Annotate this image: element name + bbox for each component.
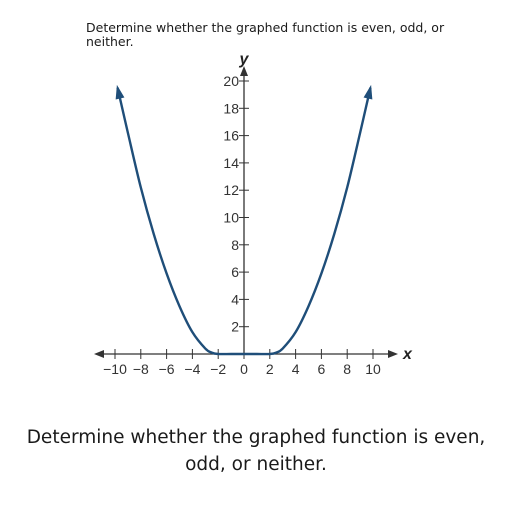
y-tick-label: 2 <box>231 319 239 335</box>
axes <box>94 66 398 358</box>
x-tick-label: 8 <box>343 361 351 377</box>
x-ticks: −10 −8 −6 −4 −2 0 2 4 6 8 10 <box>103 349 381 377</box>
question-text-bottom: Determine whether the graphed function i… <box>26 427 486 475</box>
x-tick-label: 4 <box>292 361 300 377</box>
curve-arrow-right <box>363 84 373 100</box>
x-tick-label: 2 <box>266 361 274 377</box>
y-tick-label: 16 <box>223 128 239 144</box>
y-tick-label: 10 <box>223 210 239 226</box>
series-line-0 <box>116 87 372 356</box>
y-ticks: 2 4 6 8 10 12 14 16 18 20 <box>223 73 249 335</box>
x-axis-arrow-right <box>388 350 398 358</box>
y-tick-label: 14 <box>223 155 239 171</box>
y-tick-label: 4 <box>231 291 239 307</box>
y-tick-label: 12 <box>223 182 239 198</box>
x-tick-label: −4 <box>184 361 200 377</box>
curve-layer <box>115 84 373 356</box>
y-tick-label: 8 <box>231 237 239 253</box>
y-tick-label: 20 <box>223 73 239 89</box>
y-axis-arrow <box>240 66 248 76</box>
x-tick-label: −10 <box>103 361 127 377</box>
function-graph: −10 −8 −6 −4 −2 0 2 4 6 8 10 2 4 6 8 10 12 14 16 18 20 x y <box>94 51 413 377</box>
y-axis-label: y <box>239 51 250 68</box>
x-tick-label: 6 <box>318 361 326 377</box>
x-tick-label: 0 <box>240 361 248 377</box>
x-tick-label: −2 <box>210 361 226 377</box>
y-tick-label: 18 <box>223 100 239 116</box>
x-tick-label: −6 <box>159 361 175 377</box>
x-tick-label: 10 <box>365 361 381 377</box>
question-text-top: Determine whether the graphed function i… <box>86 20 445 49</box>
x-tick-label: −8 <box>133 361 149 377</box>
y-tick-label: 6 <box>231 264 239 280</box>
x-axis-label: x <box>402 346 413 363</box>
x-axis-arrow-left <box>94 350 104 358</box>
curve-arrow-left <box>115 84 125 100</box>
